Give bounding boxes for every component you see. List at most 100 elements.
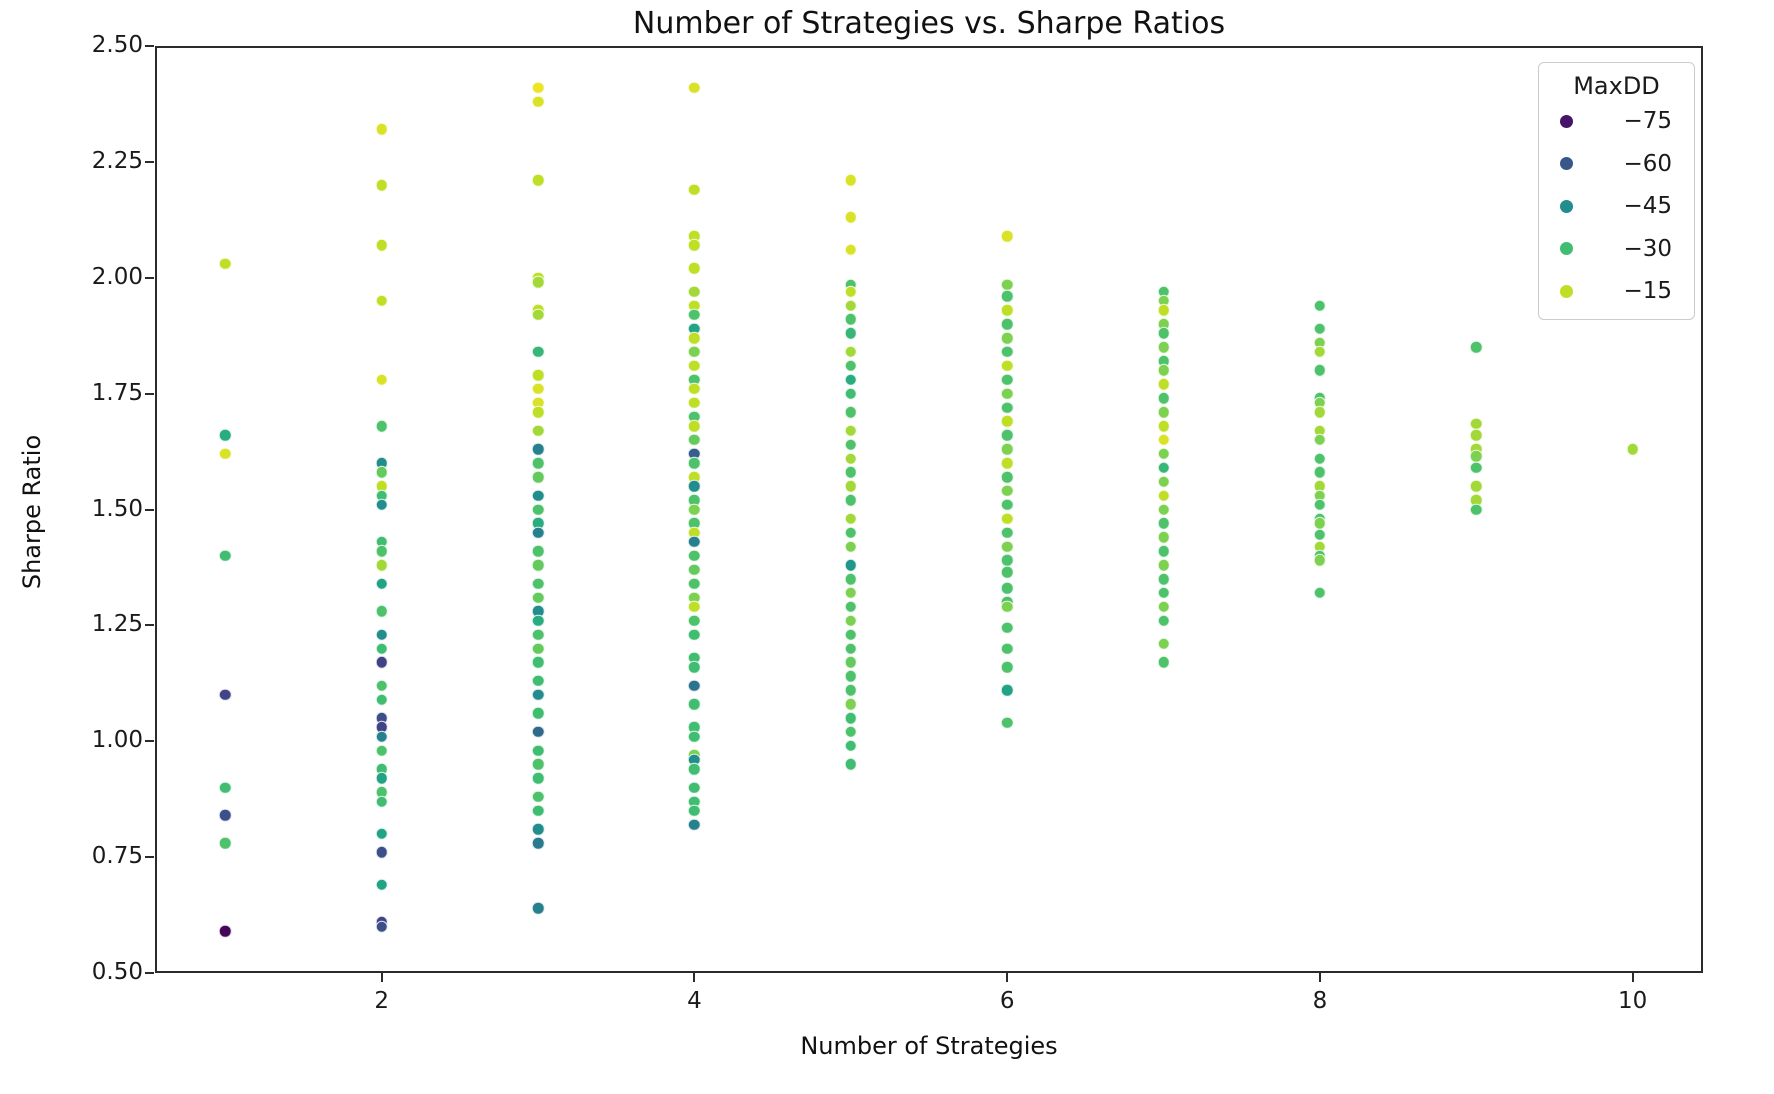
- scatter-point: [688, 762, 701, 776]
- scatter-point: [844, 758, 858, 771]
- y-tick-mark: [145, 45, 154, 47]
- scatter-point: [531, 544, 545, 558]
- scatter-point: [531, 591, 545, 604]
- scatter-point: [531, 836, 545, 850]
- scatter-point: [531, 503, 545, 516]
- y-tick-label: 1.00: [91, 727, 143, 754]
- scatter-point: [844, 586, 858, 600]
- scatter-point: [375, 466, 388, 479]
- scatter-point: [531, 81, 545, 94]
- scatter-point: [844, 697, 858, 711]
- scatter-point: [688, 577, 701, 590]
- plot-area: [155, 46, 1703, 973]
- scatter-point: [1313, 433, 1327, 447]
- scatter-point: [531, 656, 545, 669]
- scatter-point: [531, 424, 545, 437]
- scatter-point: [844, 424, 858, 437]
- scatter-point: [219, 549, 232, 563]
- x-tick-mark: [1318, 973, 1321, 982]
- scatter-point: [688, 331, 701, 345]
- scatter-point: [531, 526, 545, 539]
- y-tick-mark: [145, 856, 154, 859]
- scatter-point: [1157, 341, 1170, 354]
- scatter-point: [1000, 582, 1014, 595]
- scatter-point: [219, 429, 232, 442]
- scatter-point: [844, 600, 858, 614]
- scatter-point: [688, 628, 701, 641]
- scatter-point: [688, 503, 701, 516]
- scatter-point: [1313, 345, 1327, 359]
- scatter-point: [844, 480, 858, 493]
- scatter-point: [375, 730, 388, 743]
- scatter-point: [1000, 498, 1014, 512]
- y-tick-label: 1.75: [91, 379, 143, 406]
- scatter-point: [375, 827, 388, 841]
- scatter-point: [531, 95, 545, 108]
- y-tick-label: 2.00: [91, 263, 143, 290]
- scatter-point: [1157, 303, 1170, 317]
- legend-label: −75: [1623, 108, 1672, 135]
- scatter-point: [1000, 415, 1014, 428]
- y-tick-label: 1.50: [91, 495, 143, 522]
- x-tick-label: 2: [374, 988, 390, 1014]
- scatter-point: [688, 419, 701, 433]
- scatter-point: [1313, 322, 1327, 335]
- scatter-point: [1000, 373, 1014, 386]
- scatter-point: [531, 577, 545, 590]
- scatter-point: [844, 540, 858, 553]
- y-tick-mark: [145, 740, 154, 743]
- y-tick-label: 2.25: [91, 147, 143, 174]
- scatter-point: [1000, 540, 1014, 553]
- scatter-point: [531, 614, 545, 627]
- scatter-point: [688, 396, 701, 410]
- scatter-point: [531, 707, 545, 720]
- scatter-point: [688, 262, 701, 275]
- scatter-point: [531, 308, 545, 322]
- scatter-point: [1157, 489, 1170, 502]
- scatter-point: [1000, 621, 1014, 634]
- scatter-point: [688, 818, 701, 831]
- scatter-point: [375, 294, 388, 308]
- legend-swatch-icon: [1560, 242, 1573, 256]
- scatter-point: [1157, 378, 1170, 391]
- legend-title: MaxDD: [1573, 72, 1660, 100]
- scatter-point: [844, 327, 858, 340]
- scatter-point: [1000, 429, 1014, 442]
- scatter-point: [1626, 442, 1639, 456]
- scatter-point: [688, 239, 701, 252]
- scatter-point: [844, 313, 858, 326]
- scatter-point: [688, 781, 701, 794]
- scatter-point: [531, 382, 545, 396]
- x-axis-label: Number of Strategies: [800, 1032, 1058, 1060]
- legend-swatch-icon: [1560, 284, 1573, 298]
- scatter-point: [375, 679, 388, 692]
- scatter-point: [1000, 600, 1014, 614]
- legend-item: −60: [1539, 143, 1694, 186]
- scatter-point: [844, 387, 858, 400]
- legend-label: −15: [1623, 278, 1672, 305]
- scatter-point: [1000, 401, 1014, 414]
- scatter-point: [844, 725, 858, 739]
- scatter-point: [1313, 554, 1327, 567]
- scatter-point: [1000, 317, 1014, 331]
- scatter-point: [375, 577, 388, 590]
- scatter-point: [375, 558, 388, 572]
- scatter-point: [1157, 503, 1170, 516]
- x-tick-label: 10: [1617, 988, 1648, 1014]
- legend-label: −60: [1623, 150, 1672, 177]
- scatter-point: [688, 183, 701, 196]
- scatter-point: [844, 299, 858, 312]
- scatter-point: [531, 804, 545, 818]
- scatter-point: [688, 81, 701, 94]
- scatter-point: [375, 656, 388, 669]
- scatter-point: [1157, 586, 1170, 600]
- scatter-point: [844, 558, 858, 572]
- scatter-point: [1000, 716, 1014, 729]
- scatter-point: [844, 405, 858, 419]
- scatter-point: [531, 688, 545, 702]
- scatter-point: [1157, 405, 1170, 419]
- scatter-point: [531, 642, 545, 655]
- scatter-point: [1000, 512, 1014, 526]
- scatter-point: [688, 480, 701, 493]
- scatter-point: [1157, 517, 1170, 530]
